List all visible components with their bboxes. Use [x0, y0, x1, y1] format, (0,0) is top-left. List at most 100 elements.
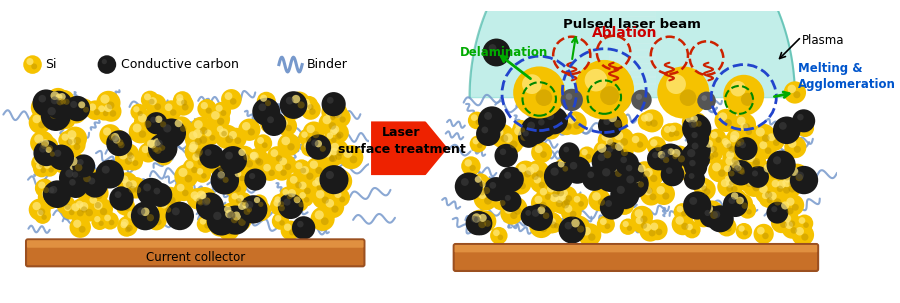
Circle shape: [560, 118, 567, 126]
Circle shape: [39, 121, 45, 128]
Circle shape: [593, 140, 617, 164]
Circle shape: [741, 123, 748, 130]
Circle shape: [224, 206, 231, 213]
Circle shape: [43, 104, 53, 113]
Circle shape: [644, 223, 652, 231]
Circle shape: [461, 156, 481, 176]
Circle shape: [591, 148, 619, 175]
Circle shape: [306, 134, 331, 160]
Circle shape: [225, 210, 233, 218]
Circle shape: [174, 181, 194, 201]
Circle shape: [716, 137, 722, 143]
Circle shape: [768, 192, 777, 200]
Circle shape: [615, 142, 624, 151]
Circle shape: [704, 188, 710, 195]
Circle shape: [773, 117, 801, 144]
Circle shape: [69, 210, 75, 215]
Circle shape: [558, 115, 576, 133]
Circle shape: [729, 197, 747, 216]
Circle shape: [641, 115, 648, 122]
Circle shape: [39, 145, 47, 153]
Circle shape: [204, 223, 210, 229]
Circle shape: [691, 229, 697, 234]
Circle shape: [644, 168, 652, 177]
Circle shape: [723, 140, 731, 148]
Circle shape: [513, 120, 529, 137]
Circle shape: [515, 161, 536, 183]
Circle shape: [796, 227, 804, 235]
Circle shape: [607, 147, 613, 153]
Circle shape: [229, 131, 237, 139]
Circle shape: [650, 139, 658, 147]
Circle shape: [473, 186, 498, 211]
Circle shape: [275, 164, 283, 171]
Circle shape: [234, 192, 252, 210]
Circle shape: [691, 142, 698, 149]
Circle shape: [218, 219, 239, 241]
Circle shape: [788, 85, 796, 93]
Circle shape: [637, 179, 658, 199]
Circle shape: [478, 190, 487, 199]
Circle shape: [315, 210, 324, 220]
Circle shape: [306, 173, 313, 180]
Circle shape: [39, 95, 46, 102]
Circle shape: [50, 111, 58, 119]
Circle shape: [248, 128, 255, 135]
Circle shape: [38, 136, 58, 157]
Circle shape: [565, 93, 572, 100]
Circle shape: [249, 200, 271, 221]
Circle shape: [693, 177, 712, 196]
Circle shape: [144, 120, 151, 128]
Circle shape: [538, 119, 544, 125]
Circle shape: [536, 170, 544, 178]
Circle shape: [656, 144, 685, 172]
Circle shape: [711, 132, 718, 138]
Circle shape: [478, 220, 486, 228]
Circle shape: [479, 189, 485, 195]
Circle shape: [656, 186, 665, 195]
Circle shape: [556, 115, 576, 135]
Circle shape: [743, 148, 766, 171]
Circle shape: [514, 207, 522, 215]
Circle shape: [128, 155, 135, 162]
Circle shape: [68, 167, 89, 189]
Circle shape: [708, 159, 732, 182]
Circle shape: [518, 164, 526, 172]
Circle shape: [627, 167, 633, 172]
Circle shape: [137, 204, 159, 227]
Circle shape: [461, 178, 469, 186]
Circle shape: [644, 171, 650, 177]
Circle shape: [578, 223, 601, 246]
Circle shape: [171, 116, 192, 137]
Circle shape: [81, 206, 87, 213]
Circle shape: [464, 177, 484, 198]
Circle shape: [320, 165, 348, 194]
Circle shape: [176, 94, 184, 101]
Circle shape: [244, 168, 266, 191]
Circle shape: [787, 208, 794, 215]
Circle shape: [733, 194, 753, 214]
Circle shape: [783, 187, 790, 194]
Circle shape: [180, 125, 186, 132]
Circle shape: [780, 172, 799, 191]
Circle shape: [657, 66, 709, 118]
Circle shape: [710, 211, 718, 219]
Circle shape: [721, 179, 729, 187]
Circle shape: [148, 97, 157, 105]
Circle shape: [197, 99, 217, 118]
Circle shape: [55, 90, 75, 109]
Circle shape: [652, 183, 675, 205]
Circle shape: [301, 140, 318, 157]
Circle shape: [689, 171, 696, 178]
Circle shape: [65, 96, 90, 121]
Circle shape: [110, 110, 116, 117]
Circle shape: [471, 216, 478, 223]
Circle shape: [69, 163, 77, 170]
Circle shape: [746, 177, 755, 186]
Circle shape: [778, 198, 799, 220]
Circle shape: [315, 140, 324, 149]
Circle shape: [505, 195, 511, 201]
Circle shape: [334, 191, 341, 198]
Circle shape: [76, 167, 86, 177]
Circle shape: [608, 113, 617, 122]
